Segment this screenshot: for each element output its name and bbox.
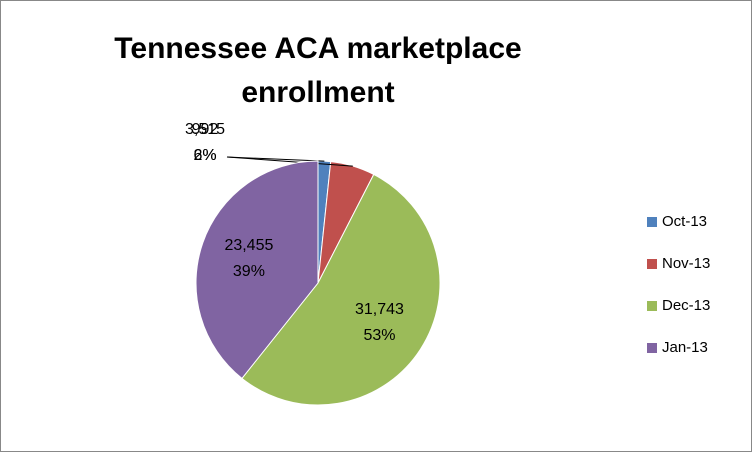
leader-line	[226, 156, 353, 167]
chart-title: Tennessee ACA marketplace enrollment	[114, 32, 521, 109]
legend-swatch	[647, 217, 657, 227]
data-label: 31,743	[355, 301, 404, 318]
data-label: 23,455	[224, 237, 273, 254]
percent-label: 39%	[233, 263, 265, 280]
legend-label: Jan-13	[662, 339, 708, 356]
legend-label: Dec-13	[662, 297, 710, 314]
percent-label: 2%	[193, 147, 216, 164]
pie-slice	[241, 173, 441, 406]
legend-swatch	[647, 301, 657, 311]
legend-swatch	[647, 259, 657, 269]
legend-swatch	[647, 343, 657, 353]
data-label: 3,515	[185, 121, 225, 138]
pie-slice	[195, 160, 319, 380]
percent-label: 53%	[363, 327, 395, 344]
data-label: 992	[192, 121, 219, 138]
legend-label: Nov-13	[662, 255, 710, 272]
percent-label: 6%	[193, 147, 216, 164]
legend-label: Oct-13	[662, 213, 707, 230]
